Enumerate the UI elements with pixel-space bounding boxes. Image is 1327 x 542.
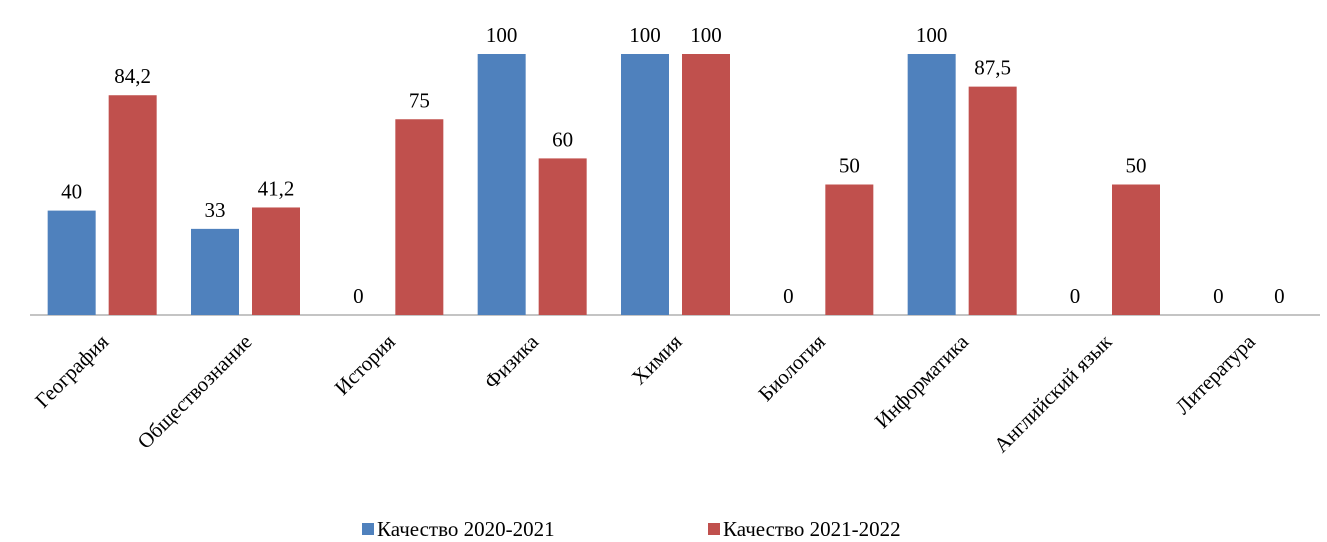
data-label: 75 bbox=[409, 88, 430, 112]
bar bbox=[47, 210, 96, 315]
legend-swatch bbox=[708, 523, 720, 535]
bar bbox=[108, 95, 157, 315]
x-tick-label: Физика bbox=[479, 329, 544, 394]
data-label: 100 bbox=[629, 23, 661, 47]
data-label: 0 bbox=[783, 284, 794, 308]
data-label: 0 bbox=[1070, 284, 1081, 308]
bar bbox=[191, 228, 239, 315]
bar bbox=[682, 54, 730, 315]
x-tick-label: История bbox=[330, 329, 400, 399]
data-label: 100 bbox=[916, 23, 948, 47]
legend-label: Качество 2021-2022 bbox=[723, 517, 901, 541]
bar bbox=[477, 54, 526, 315]
data-label: 100 bbox=[690, 23, 722, 47]
data-label: 41,2 bbox=[258, 176, 295, 200]
x-tick-label: Информатика bbox=[870, 329, 974, 433]
data-label: 0 bbox=[1213, 284, 1224, 308]
data-label: 87,5 bbox=[974, 56, 1011, 80]
x-tick-label: Биология bbox=[753, 329, 830, 406]
legend-swatch bbox=[362, 523, 374, 535]
x-tick-label: Обществознание bbox=[133, 330, 257, 454]
data-label: 50 bbox=[839, 154, 860, 178]
data-label: 50 bbox=[1126, 154, 1147, 178]
data-label: 100 bbox=[486, 23, 518, 47]
bar bbox=[395, 119, 444, 315]
x-tick-label: Химия bbox=[627, 329, 687, 389]
x-tick-label: Английский язык bbox=[989, 329, 1117, 457]
bar bbox=[252, 207, 300, 315]
bar bbox=[621, 54, 669, 315]
data-label: 84,2 bbox=[114, 64, 151, 88]
bar bbox=[825, 184, 874, 315]
x-tick-label: Литература bbox=[1170, 329, 1260, 419]
data-label: 60 bbox=[552, 127, 573, 151]
data-label: 0 bbox=[353, 284, 364, 308]
data-label: 33 bbox=[205, 198, 226, 222]
bar bbox=[907, 54, 956, 315]
x-tick-label: География bbox=[30, 329, 113, 412]
bar bbox=[1112, 184, 1160, 315]
legend-label: Качество 2020-2021 bbox=[377, 517, 555, 541]
bar bbox=[538, 158, 587, 315]
bar bbox=[968, 86, 1017, 315]
data-label: 0 bbox=[1274, 284, 1285, 308]
data-label: 40 bbox=[61, 180, 82, 204]
